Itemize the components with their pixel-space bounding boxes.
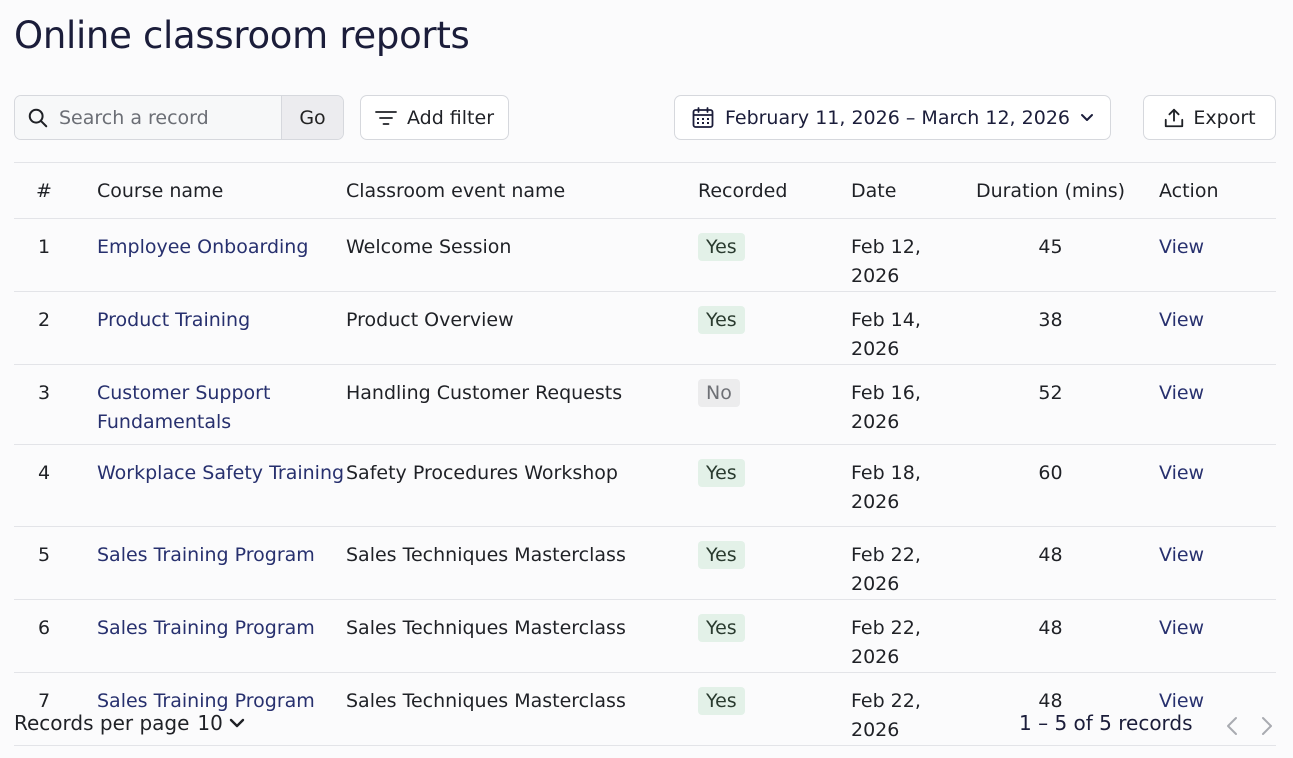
column-header-action[interactable]: Action: [1159, 179, 1219, 202]
recorded-badge: Yes: [698, 687, 745, 715]
event-name: Sales Techniques Masterclass: [346, 690, 626, 712]
table-row: 4 Workplace Safety Training Safety Proce…: [14, 445, 1276, 527]
table-row: 7 Sales Training Program Sales Technique…: [14, 673, 1276, 746]
export-button[interactable]: Export: [1143, 95, 1276, 140]
table-row: 2 Product Training Product Overview Yes …: [14, 292, 1276, 365]
search-input[interactable]: [59, 106, 269, 129]
row-number: 4: [37, 462, 51, 484]
column-header-recorded[interactable]: Recorded: [698, 179, 788, 202]
course-link[interactable]: Product Training: [97, 309, 251, 331]
event-date: Feb 14, 2026: [851, 309, 921, 360]
duration: 60: [1038, 462, 1063, 484]
date-range-label: February 11, 2026 – March 12, 2026: [725, 107, 1070, 129]
view-link[interactable]: View: [1159, 236, 1205, 258]
column-header-event[interactable]: Classroom event name: [346, 179, 566, 202]
search-box: Go: [14, 95, 344, 140]
table-header-row: # Course name Classroom event name Recor…: [14, 162, 1276, 219]
event-date: Feb 22, 2026: [851, 690, 921, 741]
records-per-page-label: Records per page: [14, 711, 190, 735]
records-table-container: # Course name Classroom event name Recor…: [14, 162, 1276, 746]
add-filter-button[interactable]: Add filter: [360, 95, 509, 140]
records-per-page-select[interactable]: 10: [197, 711, 223, 735]
recorded-badge: No: [698, 379, 740, 407]
pagination-range: 1 – 5 of 5 records: [1019, 711, 1193, 735]
toolbar: Go Add filter February 11, 2026 – March …: [0, 95, 1293, 140]
search-icon: [28, 108, 48, 127]
row-number: 6: [37, 617, 51, 639]
chevron-left-icon: [1227, 717, 1237, 735]
calendar-icon: [692, 106, 714, 128]
date-range-picker[interactable]: February 11, 2026 – March 12, 2026: [674, 95, 1111, 140]
event-name: Sales Techniques Masterclass: [346, 617, 626, 639]
search-field[interactable]: [15, 96, 281, 139]
duration: 48: [1038, 690, 1063, 712]
export-label: Export: [1193, 106, 1256, 129]
event-name: Safety Procedures Workshop: [346, 462, 618, 484]
view-link[interactable]: View: [1159, 617, 1205, 639]
duration: 38: [1038, 309, 1063, 331]
recorded-badge: Yes: [698, 306, 745, 334]
column-header-duration[interactable]: Duration (mins): [975, 179, 1126, 202]
event-date: Feb 16, 2026: [851, 382, 921, 433]
duration: 48: [1038, 617, 1063, 639]
go-button[interactable]: Go: [281, 96, 343, 139]
recorded-badge: Yes: [698, 614, 745, 642]
row-number: 7: [37, 690, 51, 712]
chevron-down-icon[interactable]: [229, 717, 245, 729]
filter-icon: [375, 110, 397, 125]
add-filter-label: Add filter: [406, 106, 495, 129]
next-page-button[interactable]: [1255, 712, 1279, 740]
table-row: 6 Sales Training Program Sales Technique…: [14, 600, 1276, 673]
event-name: Product Overview: [346, 309, 514, 331]
records-table: # Course name Classroom event name Recor…: [14, 162, 1276, 746]
course-link[interactable]: Sales Training Program: [97, 544, 315, 566]
duration: 45: [1038, 236, 1063, 258]
course-link[interactable]: Sales Training Program: [97, 617, 315, 639]
recorded-badge: Yes: [698, 541, 745, 569]
duration: 52: [1038, 382, 1063, 404]
view-link[interactable]: View: [1159, 382, 1205, 404]
course-link[interactable]: Workplace Safety Training: [97, 462, 345, 484]
view-link[interactable]: View: [1159, 462, 1205, 484]
recorded-badge: Yes: [698, 459, 745, 487]
view-link[interactable]: View: [1159, 309, 1205, 331]
duration: 48: [1038, 544, 1063, 566]
view-link[interactable]: View: [1159, 690, 1205, 712]
table-row: 1 Employee Onboarding Welcome Session Ye…: [14, 219, 1276, 292]
date-start: February 11, 2026: [724, 106, 900, 129]
chevron-down-icon: [1081, 113, 1093, 121]
row-number: 5: [37, 544, 51, 566]
column-header-number[interactable]: #: [36, 179, 52, 202]
column-header-date[interactable]: Date: [851, 179, 897, 202]
event-name: Welcome Session: [346, 236, 512, 258]
table-row: 3 Customer Support Fundamentals Handling…: [14, 365, 1276, 445]
date-end: March 12, 2026: [921, 106, 1070, 129]
table-footer: Records per page 10 1 – 5 of 5 records: [0, 706, 1293, 746]
page-title: Online classroom reports: [14, 14, 470, 57]
upload-icon: [1165, 108, 1184, 127]
row-number: 3: [37, 382, 51, 404]
course-link[interactable]: Customer Support Fundamentals: [97, 382, 271, 433]
column-header-course[interactable]: Course name: [97, 179, 224, 202]
event-date: Feb 22, 2026: [851, 544, 921, 595]
event-name: Handling Customer Requests: [346, 382, 623, 404]
event-name: Sales Techniques Masterclass: [346, 544, 626, 566]
recorded-badge: Yes: [698, 233, 745, 261]
course-link[interactable]: Sales Training Program: [97, 690, 315, 712]
row-number: 2: [37, 309, 51, 331]
event-date: Feb 22, 2026: [851, 617, 921, 668]
date-separator: –: [905, 106, 916, 129]
records-per-page: Records per page 10: [14, 711, 245, 735]
previous-page-button[interactable]: [1220, 712, 1244, 740]
event-date: Feb 18, 2026: [851, 462, 921, 513]
table-row: 5 Sales Training Program Sales Technique…: [14, 527, 1276, 600]
chevron-right-icon: [1262, 717, 1272, 735]
event-date: Feb 12, 2026: [851, 236, 921, 287]
view-link[interactable]: View: [1159, 544, 1205, 566]
row-number: 1: [37, 236, 51, 258]
course-link[interactable]: Employee Onboarding: [97, 236, 309, 258]
